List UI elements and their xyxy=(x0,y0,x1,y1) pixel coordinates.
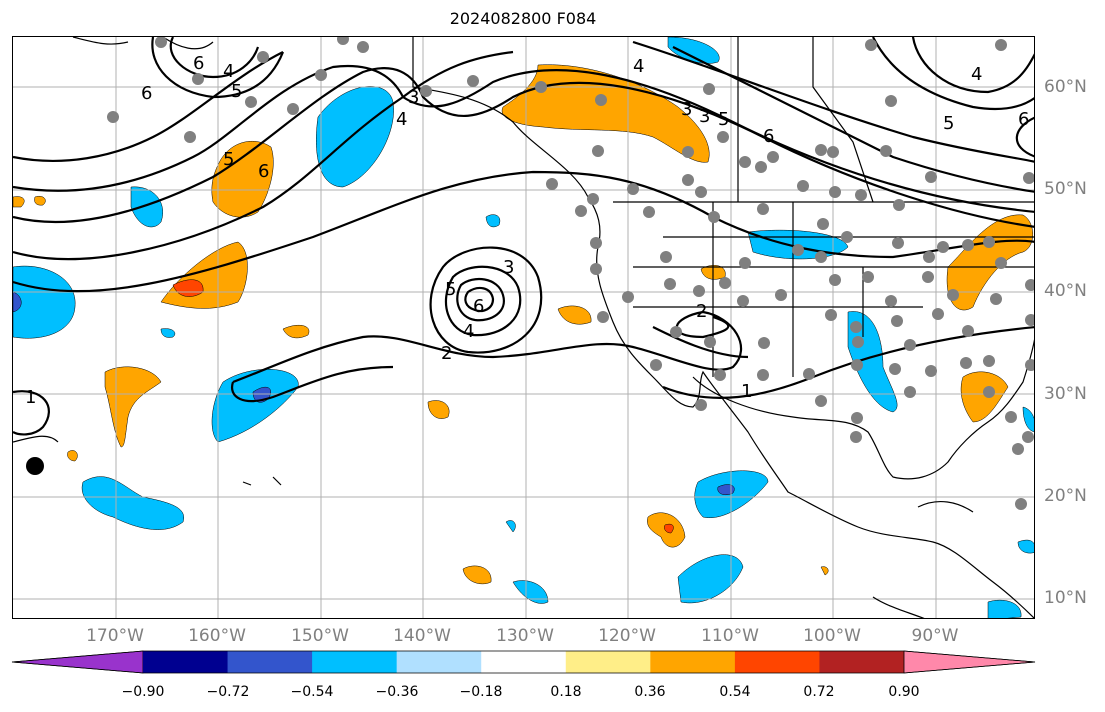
lon-label: 130°W xyxy=(496,626,554,646)
contour-label: 5 xyxy=(223,149,234,170)
contour-label: 6 xyxy=(1018,109,1029,130)
lon-label: 90°W xyxy=(911,626,959,646)
colorbar-segment xyxy=(396,651,482,673)
contour-label: 4 xyxy=(971,64,982,85)
colorbar-tick: 0.54 xyxy=(719,684,751,700)
negative-anomaly-area xyxy=(512,580,549,604)
colorbar-tick: 0.90 xyxy=(888,684,920,700)
lon-label: 110°W xyxy=(701,626,759,646)
colorbar-segment xyxy=(565,651,651,673)
contour-label: 6 xyxy=(258,161,269,182)
positive-anomaly-area xyxy=(462,565,492,585)
station-markers xyxy=(107,37,1034,510)
colorbar-segment xyxy=(819,651,905,673)
lat-label: 10°N xyxy=(1044,588,1087,608)
colorbar-segment xyxy=(650,651,736,673)
contour-label: 4 xyxy=(633,56,644,77)
map-panel: 6 4 5 6 5 6 4 3 3 5 6 4 5 6 4 3 6 5 4 3 … xyxy=(12,36,1035,619)
colorbar-outline xyxy=(11,650,1036,674)
contour-label: 5 xyxy=(718,109,729,130)
lat-label: 40°N xyxy=(1044,281,1087,301)
colorbar-tick: 0.36 xyxy=(634,684,666,700)
negative-anomaly-area xyxy=(667,37,720,64)
colorbar-segment xyxy=(11,650,144,674)
negative-anomaly-area xyxy=(130,186,163,228)
shaded-fields xyxy=(13,37,1034,618)
colorbar-tick: 0.18 xyxy=(550,684,582,700)
contour-label: 3 xyxy=(503,257,514,278)
lon-label: 170°W xyxy=(86,626,144,646)
contour-label: 2 xyxy=(696,301,707,322)
contour-label: 1 xyxy=(741,381,752,402)
contour-label: 2 xyxy=(441,343,452,364)
lat-label: 30°N xyxy=(1044,384,1087,404)
colorbar-tick: −0.90 xyxy=(121,684,165,700)
lat-label: 60°N xyxy=(1044,77,1087,97)
positive-anomaly-area xyxy=(160,241,248,309)
negative-anomaly-area xyxy=(13,265,76,339)
colorbar-segment xyxy=(143,651,229,673)
contour-label: 6 xyxy=(763,126,774,147)
colorbar-segment xyxy=(481,651,567,673)
colorbar xyxy=(11,650,1036,674)
contour-label: 6 xyxy=(193,53,204,74)
positive-anomaly-area xyxy=(104,366,162,448)
negative-anomaly-area xyxy=(316,86,394,188)
map-canvas: 6 4 5 6 5 6 4 3 3 5 6 4 5 6 4 3 6 5 4 3 … xyxy=(13,37,1034,618)
colorbar-segment xyxy=(734,651,820,673)
contour-label: 4 xyxy=(223,61,234,82)
colorbar-tick: 0.72 xyxy=(803,684,835,700)
negative-anomaly-area xyxy=(211,369,299,443)
lon-label: 160°W xyxy=(188,626,246,646)
contour-label: 3 xyxy=(681,99,692,120)
contour-label: 6 xyxy=(473,296,484,317)
colorbar-tick: −0.72 xyxy=(206,684,250,700)
positive-anomaly-area xyxy=(960,371,1009,423)
colorbar-segment xyxy=(903,650,1036,674)
colorbar-segment xyxy=(312,651,398,673)
contour-label: 6 xyxy=(141,83,152,104)
lon-label: 140°W xyxy=(393,626,451,646)
lon-label: 150°W xyxy=(291,626,349,646)
map-title: 2024082800 F084 xyxy=(449,9,597,28)
contour-label: 1 xyxy=(25,387,36,408)
positive-anomaly-area xyxy=(557,305,592,325)
contour-label: 3 xyxy=(699,106,710,127)
colorbar-segment xyxy=(227,651,313,673)
contour-label: 5 xyxy=(943,113,954,134)
colorbar-tick: −0.18 xyxy=(459,684,503,700)
colorbar-tick: −0.54 xyxy=(290,684,334,700)
contour-label: 5 xyxy=(231,81,242,102)
graticule xyxy=(13,37,1034,618)
positive-anomaly-area xyxy=(211,140,274,218)
negative-anomaly-area xyxy=(81,476,184,530)
marker-dot xyxy=(26,457,44,475)
positive-anomaly-area xyxy=(427,400,450,419)
contour-labels: 6 4 5 6 5 6 4 3 3 5 6 4 5 6 4 3 6 5 4 3 … xyxy=(25,53,1029,408)
contour-label: 4 xyxy=(396,109,407,130)
negative-anomaly-area xyxy=(677,554,744,604)
contour-label: 5 xyxy=(445,279,456,300)
contour-label: 4 xyxy=(463,321,474,342)
contour-label: 3 xyxy=(408,87,419,108)
positive-anomaly-area xyxy=(501,64,710,163)
lat-label: 20°N xyxy=(1044,486,1087,506)
lat-label: 50°N xyxy=(1044,179,1087,199)
lon-label: 120°W xyxy=(598,626,656,646)
colorbar-tick: −0.36 xyxy=(375,684,419,700)
positive-anomaly-area xyxy=(946,214,1033,311)
colorbar-segments xyxy=(11,650,1036,674)
lon-label: 100°W xyxy=(803,626,861,646)
positive-anomaly-area xyxy=(282,324,310,339)
